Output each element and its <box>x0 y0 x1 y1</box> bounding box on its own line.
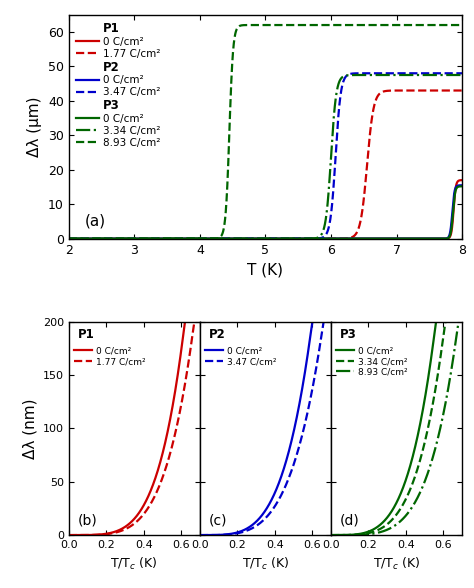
Y-axis label: Δλ (nm): Δλ (nm) <box>22 398 37 459</box>
Text: P3: P3 <box>340 328 357 341</box>
X-axis label: T/T$_c$ (K): T/T$_c$ (K) <box>373 556 420 572</box>
Legend: 0 C/cm², 3.47 C/cm²: 0 C/cm², 3.47 C/cm² <box>204 346 277 367</box>
Legend: P1, 0 C/cm², 1.77 C/cm², P2, 0 C/cm², 3.47 C/cm², P3, 0 C/cm², 3.34 C/cm², 8.93 : P1, 0 C/cm², 1.77 C/cm², P2, 0 C/cm², 3.… <box>74 20 163 150</box>
Legend: 0 C/cm², 1.77 C/cm²: 0 C/cm², 1.77 C/cm² <box>73 346 146 367</box>
Text: (c): (c) <box>209 513 228 527</box>
X-axis label: T/T$_c$ (K): T/T$_c$ (K) <box>242 556 289 572</box>
Text: (d): (d) <box>340 513 360 527</box>
Text: P1: P1 <box>78 328 95 341</box>
Legend: 0 C/cm², 3.34 C/cm², 8.93 C/cm²: 0 C/cm², 3.34 C/cm², 8.93 C/cm² <box>336 346 409 377</box>
Y-axis label: Δλ (μm): Δλ (μm) <box>27 96 42 157</box>
X-axis label: T (K): T (K) <box>247 262 283 277</box>
Text: (a): (a) <box>84 213 106 228</box>
Text: (b): (b) <box>78 513 98 527</box>
Text: P2: P2 <box>209 328 226 341</box>
X-axis label: T/T$_c$ (K): T/T$_c$ (K) <box>110 556 158 572</box>
